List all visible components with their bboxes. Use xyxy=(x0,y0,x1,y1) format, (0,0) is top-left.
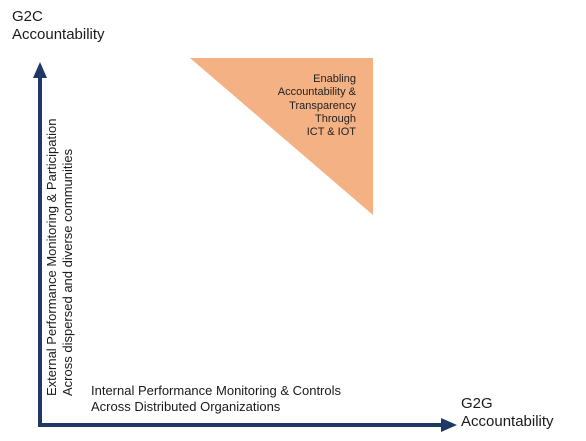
g2g-line2: Accountability xyxy=(461,413,554,430)
enabling-triangle xyxy=(190,58,373,215)
g2g-accountability-label: G2G Accountability xyxy=(461,395,554,431)
y-axis-description: External Performance Monitoring & Partic… xyxy=(44,119,76,396)
x-axis-arrowhead xyxy=(441,418,457,432)
y-desc-line1: External Performance Monitoring & Partic… xyxy=(44,118,59,396)
triangle-line-3: Transparency xyxy=(289,99,356,112)
g2g-line1: G2G xyxy=(461,395,493,412)
x-desc-line1: Internal Performance Monitoring & Contro… xyxy=(91,383,342,398)
x-desc-line2: Across Distributed Organizations xyxy=(91,399,281,414)
g2c-line2: Accountability xyxy=(12,26,105,43)
triangle-line-5: ICT & IOT xyxy=(306,126,356,139)
triangle-line-4: Through xyxy=(315,112,356,125)
g2c-accountability-label: G2C Accountability xyxy=(12,8,105,44)
y-desc-line2: Across dispersed and diverse communities xyxy=(60,148,75,396)
g2c-line1: G2C xyxy=(12,8,43,25)
triangle-line-1: Enabling xyxy=(313,73,356,85)
y-axis-arrowhead xyxy=(33,62,47,78)
x-axis-description: Internal Performance Monitoring & Contro… xyxy=(91,383,341,415)
triangle-text: Enabling Accountability & Transparency T… xyxy=(240,73,356,139)
triangle-line-2: Accountability & xyxy=(277,86,356,99)
